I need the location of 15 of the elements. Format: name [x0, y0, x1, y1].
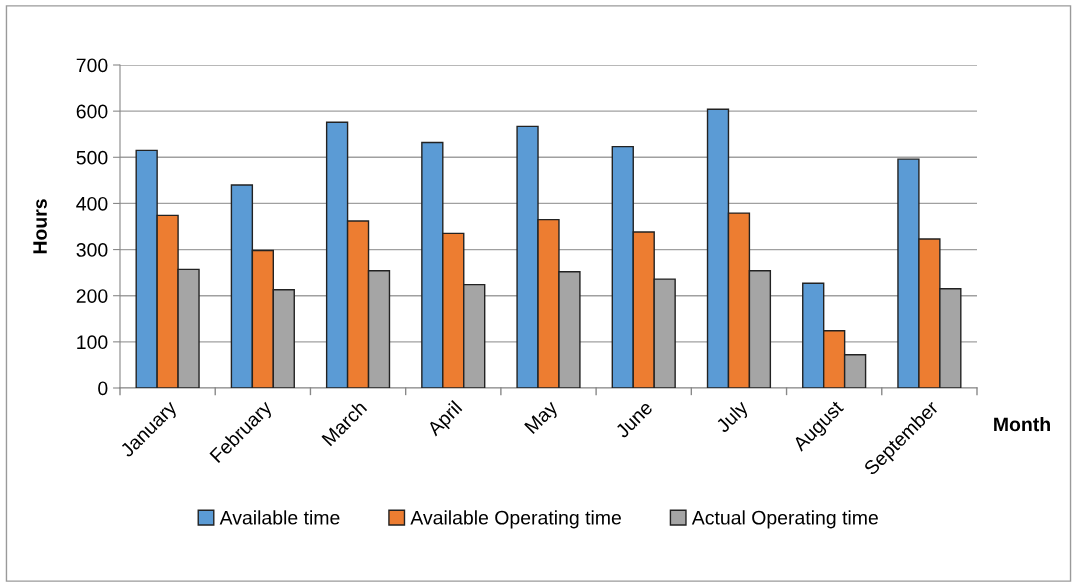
- y-axis-title: Hours: [33, 199, 47, 254]
- legend-label: Available Operating time: [410, 510, 621, 529]
- x-axis-title: Month: [994, 416, 1050, 432]
- x-tick-label: May: [524, 399, 562, 437]
- y-tick-label: 100: [77, 335, 108, 350]
- y-tick-label: 400: [76, 196, 108, 211]
- legend-label: Available time: [219, 510, 340, 525]
- y-tick-label: 600: [76, 104, 108, 119]
- y-tick-label: 0: [98, 381, 108, 396]
- y-tick-label: 200: [76, 289, 108, 303]
- y-tick-label: 500: [76, 150, 108, 165]
- y-tick-label: 300: [76, 243, 108, 257]
- x-tick-label: July: [714, 399, 752, 437]
- legend-label: Actual Operating time: [691, 510, 878, 529]
- y-tick-label: 700: [76, 58, 108, 73]
